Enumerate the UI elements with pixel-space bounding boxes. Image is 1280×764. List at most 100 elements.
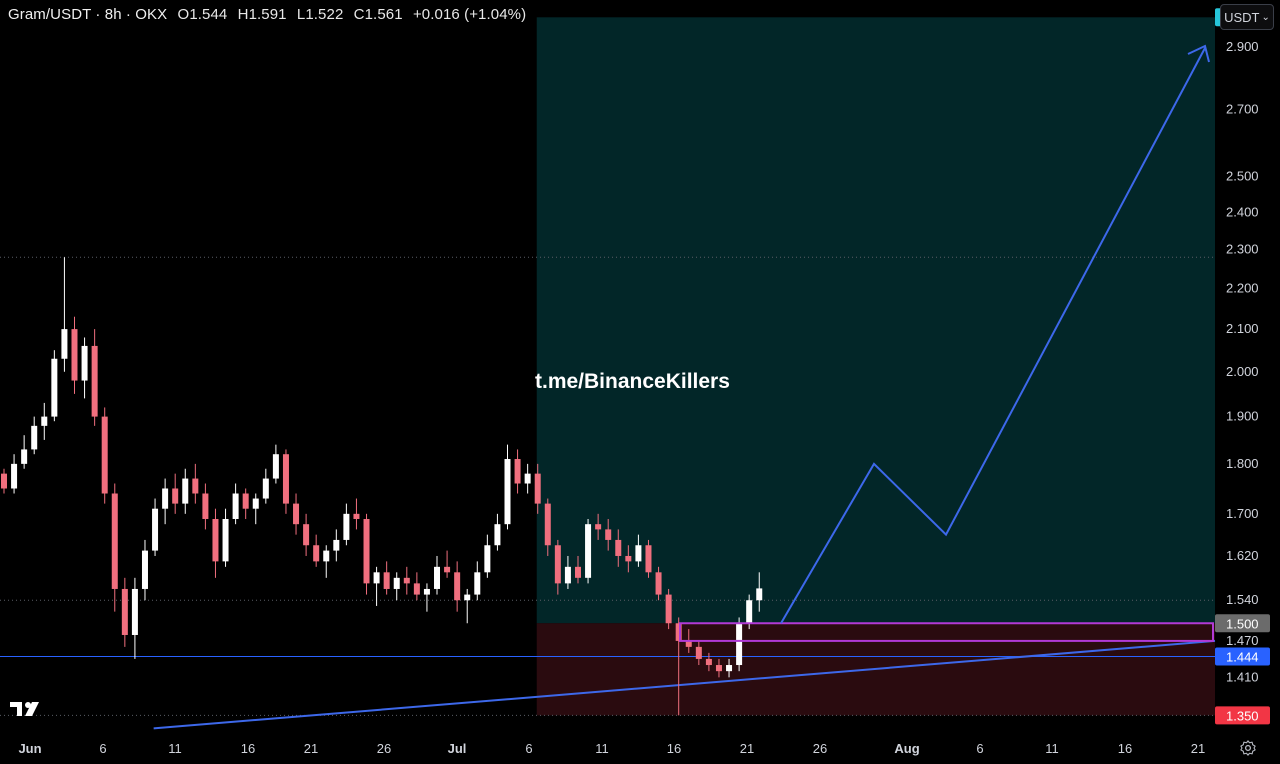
candle-body bbox=[282, 454, 289, 504]
x-tick-label: 11 bbox=[1045, 741, 1059, 756]
candle-body bbox=[383, 572, 390, 589]
candle-body bbox=[534, 473, 541, 504]
candle-body bbox=[444, 566, 451, 573]
candle-body bbox=[675, 623, 682, 641]
y-tick-label: 1.800 bbox=[1226, 456, 1259, 471]
candles-group bbox=[1, 257, 763, 716]
candle-body bbox=[605, 529, 612, 540]
candle-body bbox=[101, 416, 108, 494]
candle-body bbox=[665, 594, 672, 624]
x-tick-label: 16 bbox=[1118, 741, 1132, 756]
candle-body bbox=[61, 329, 68, 359]
candle-body bbox=[182, 478, 189, 504]
ohlc-values: O1.544 H1.591 L1.522 C1.561 +0.016 (+1.0… bbox=[178, 6, 533, 23]
x-tick-label: 11 bbox=[595, 741, 609, 756]
symbol-header: Gram/USDT · 8h · OKX O1.544 H1.591 L1.52… bbox=[8, 6, 532, 23]
y-tick-label: 2.700 bbox=[1226, 101, 1259, 116]
candle-body bbox=[162, 488, 169, 509]
y-tick-label: 1.410 bbox=[1226, 669, 1259, 684]
y-tick-label: 1.900 bbox=[1226, 409, 1259, 424]
candle-body bbox=[726, 665, 733, 672]
candle-body bbox=[31, 425, 38, 450]
y-tick-label: 1.700 bbox=[1226, 506, 1259, 521]
candle-body bbox=[323, 550, 330, 562]
candle-body bbox=[423, 588, 430, 595]
price-badge-label: 1.350 bbox=[1226, 708, 1259, 723]
y-tick-label: 2.000 bbox=[1226, 364, 1259, 379]
x-tick-label: Jul bbox=[448, 741, 467, 756]
candle-body bbox=[736, 623, 743, 666]
candle-body bbox=[756, 588, 763, 601]
y-tick-label: 2.100 bbox=[1226, 321, 1259, 336]
candle-body bbox=[454, 572, 461, 601]
candle-body bbox=[544, 503, 551, 546]
candle-body bbox=[172, 488, 179, 504]
candle-body bbox=[585, 524, 592, 578]
candle-body bbox=[393, 577, 400, 589]
candle-body bbox=[242, 493, 249, 509]
candle-body bbox=[685, 640, 692, 647]
candle-body bbox=[695, 646, 702, 659]
y-tick-label: 2.500 bbox=[1226, 169, 1259, 184]
candle-body bbox=[746, 600, 753, 624]
candle-body bbox=[1, 473, 7, 489]
candle-body bbox=[313, 545, 320, 562]
gear-icon[interactable] bbox=[1239, 739, 1257, 757]
symbol-title[interactable]: Gram/USDT · 8h · OKX bbox=[8, 6, 168, 23]
candle-body bbox=[574, 566, 581, 578]
candle-body bbox=[131, 588, 138, 635]
candle-body bbox=[152, 508, 159, 551]
currency-select-button[interactable]: USDT ⌄ bbox=[1220, 4, 1274, 30]
x-tick-label: 26 bbox=[377, 741, 391, 756]
y-tick-label: 2.900 bbox=[1226, 39, 1259, 54]
candle-body bbox=[11, 463, 18, 489]
candle-body bbox=[262, 478, 269, 499]
price-badge bbox=[1215, 614, 1270, 633]
candle-body bbox=[252, 498, 259, 509]
candle-body bbox=[71, 329, 78, 381]
candle-body bbox=[21, 449, 28, 464]
x-tick-label: 26 bbox=[813, 741, 827, 756]
candle-body bbox=[51, 358, 58, 417]
x-tick-label: Aug bbox=[894, 741, 919, 756]
projection-path bbox=[780, 47, 1206, 624]
candle-body bbox=[464, 594, 471, 601]
price-badge bbox=[1215, 706, 1270, 725]
x-tick-label: 16 bbox=[241, 741, 255, 756]
candle-body bbox=[625, 555, 632, 562]
candle-body bbox=[705, 658, 712, 666]
candle-body bbox=[303, 524, 310, 546]
y-tick-label: 1.470 bbox=[1226, 633, 1259, 648]
candle-body bbox=[232, 493, 239, 519]
y-tick-label: 1.540 bbox=[1226, 592, 1259, 607]
tradingview-logo-icon bbox=[10, 702, 39, 716]
candle-body bbox=[413, 583, 420, 595]
chevron-down-icon: ⌄ bbox=[1261, 11, 1270, 23]
entry-box bbox=[679, 622, 1214, 642]
close-value: C1.561 bbox=[353, 6, 403, 23]
y-tick-label: 1.620 bbox=[1226, 548, 1259, 563]
projection-arrowhead bbox=[1187, 44, 1210, 63]
x-tick-label: 11 bbox=[168, 741, 182, 756]
candle-body bbox=[192, 478, 199, 494]
candle-body bbox=[645, 545, 652, 573]
candle-body bbox=[434, 566, 441, 589]
candle-body bbox=[403, 577, 410, 584]
x-tick-label: 21 bbox=[1191, 741, 1205, 756]
price-badge bbox=[1215, 647, 1270, 666]
candle-body bbox=[212, 518, 219, 562]
candle-body bbox=[373, 572, 380, 584]
x-tick-label: 21 bbox=[740, 741, 754, 756]
low-value: L1.522 bbox=[296, 6, 344, 23]
candle-body bbox=[111, 493, 118, 589]
candle-body bbox=[202, 493, 209, 519]
candle-body bbox=[293, 503, 300, 525]
high-value: H1.591 bbox=[237, 6, 287, 23]
currency-label: USDT bbox=[1224, 9, 1260, 25]
candle-body bbox=[715, 665, 722, 672]
candle-body bbox=[222, 518, 229, 562]
candle-body bbox=[41, 416, 48, 426]
candle-body bbox=[91, 345, 98, 417]
candle-body bbox=[121, 588, 128, 635]
